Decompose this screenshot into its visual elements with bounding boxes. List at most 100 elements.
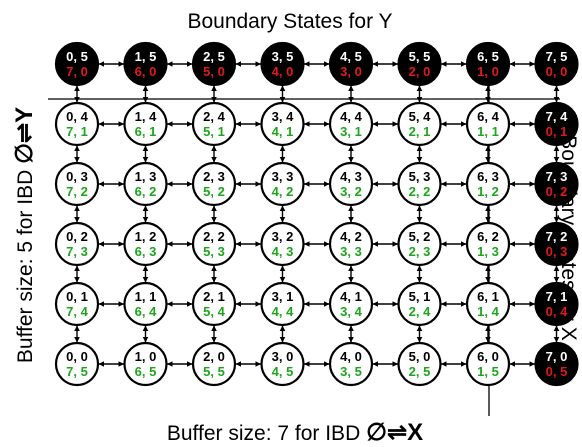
state-buffer-text: 2, 2 — [409, 184, 431, 199]
state-node-7-5: 7, 50, 0 — [536, 43, 578, 85]
top-boundary-label: Boundary States for Y — [187, 10, 392, 33]
state-buffer-text: 4, 4 — [272, 304, 294, 319]
state-node-1-1: 1, 16, 4 — [125, 283, 167, 325]
state-node-2-3: 2, 35, 2 — [193, 163, 235, 205]
state-node-4-2: 4, 23, 3 — [330, 223, 372, 265]
state-node-4-1: 4, 13, 4 — [330, 283, 372, 325]
state-buffer-text: 1, 3 — [477, 244, 499, 259]
state-xy-text: 2, 4 — [203, 109, 225, 124]
state-buffer-text: 7, 5 — [66, 364, 88, 379]
state-xy-text: 3, 3 — [272, 169, 294, 184]
state-buffer-text: 1, 5 — [477, 364, 499, 379]
state-xy-text: 0, 1 — [66, 289, 88, 304]
state-buffer-text: 0, 5 — [546, 364, 568, 379]
state-node-1-5: 1, 56, 0 — [125, 43, 167, 85]
left-buffer-label: Buffer size: 5 for IBD ∅⇌Y — [11, 107, 38, 363]
state-buffer-text: 0, 1 — [546, 124, 568, 139]
state-node-1-2: 1, 26, 3 — [125, 223, 167, 265]
state-xy-text: 3, 0 — [272, 349, 294, 364]
state-xy-text: 3, 5 — [272, 49, 294, 64]
state-buffer-text: 1, 2 — [477, 184, 499, 199]
state-xy-text: 0, 3 — [66, 169, 88, 184]
state-xy-text: 0, 0 — [66, 349, 88, 364]
state-buffer-text: 7, 3 — [66, 244, 88, 259]
state-xy-text: 4, 1 — [340, 289, 362, 304]
state-xy-text: 7, 2 — [546, 229, 568, 244]
state-xy-text: 5, 0 — [409, 349, 431, 364]
state-node-1-0: 1, 06, 5 — [125, 343, 167, 385]
state-xy-text: 6, 2 — [477, 229, 499, 244]
state-buffer-text: 4, 1 — [272, 124, 294, 139]
state-xy-text: 2, 0 — [203, 349, 225, 364]
state-xy-text: 6, 4 — [477, 109, 499, 124]
state-node-2-1: 2, 15, 4 — [193, 283, 235, 325]
state-node-0-0: 0, 07, 5 — [56, 343, 98, 385]
state-xy-text: 0, 4 — [66, 109, 88, 124]
state-buffer-text: 7, 2 — [66, 184, 88, 199]
state-xy-text: 1, 1 — [135, 289, 157, 304]
state-node-6-0: 6, 01, 5 — [467, 343, 509, 385]
state-buffer-text: 6, 1 — [135, 124, 157, 139]
bottom-buffer-label: Buffer size: 7 for IBD ∅⇌X — [167, 419, 423, 446]
state-xy-text: 5, 5 — [409, 49, 431, 64]
state-buffer-text: 0, 4 — [546, 304, 568, 319]
state-xy-text: 1, 0 — [135, 349, 157, 364]
state-xy-text: 3, 1 — [272, 289, 294, 304]
state-xy-text: 4, 0 — [340, 349, 362, 364]
state-node-2-5: 2, 55, 0 — [193, 43, 235, 85]
state-node-7-4: 7, 40, 1 — [536, 103, 578, 145]
state-xy-text: 6, 3 — [477, 169, 499, 184]
state-node-0-4: 0, 47, 1 — [56, 103, 98, 145]
state-buffer-text: 0, 3 — [546, 244, 568, 259]
state-xy-text: 0, 5 — [66, 49, 88, 64]
state-buffer-text: 4, 0 — [272, 64, 294, 79]
state-xy-text: 2, 2 — [203, 229, 225, 244]
state-node-5-4: 5, 42, 1 — [399, 103, 441, 145]
state-node-3-4: 3, 44, 1 — [262, 103, 304, 145]
state-xy-text: 6, 0 — [477, 349, 499, 364]
state-buffer-text: 5, 4 — [203, 304, 225, 319]
state-xy-text: 3, 2 — [272, 229, 294, 244]
state-xy-text: 4, 5 — [340, 49, 362, 64]
state-node-5-1: 5, 12, 4 — [399, 283, 441, 325]
state-node-0-5: 0, 57, 0 — [56, 43, 98, 85]
state-buffer-text: 3, 3 — [340, 244, 362, 259]
state-buffer-text: 4, 5 — [272, 364, 294, 379]
state-xy-text: 7, 4 — [546, 109, 568, 124]
state-node-5-2: 5, 22, 3 — [399, 223, 441, 265]
state-node-5-3: 5, 32, 2 — [399, 163, 441, 205]
state-buffer-text: 3, 2 — [340, 184, 362, 199]
state-xy-text: 4, 2 — [340, 229, 362, 244]
state-xy-text: 5, 3 — [409, 169, 431, 184]
state-node-4-4: 4, 43, 1 — [330, 103, 372, 145]
state-buffer-text: 6, 3 — [135, 244, 157, 259]
bottom-buffer-text: Buffer size: 7 for IBD — [167, 422, 366, 445]
state-xy-text: 7, 5 — [546, 49, 568, 64]
state-xy-text: 2, 5 — [203, 49, 225, 64]
state-xy-text: 4, 4 — [340, 109, 362, 124]
state-buffer-text: 1, 1 — [477, 124, 499, 139]
state-node-5-5: 5, 52, 0 — [399, 43, 441, 85]
state-buffer-text: 1, 0 — [477, 64, 499, 79]
state-buffer-text: 2, 0 — [409, 64, 431, 79]
state-buffer-text: 5, 0 — [203, 64, 225, 79]
state-node-5-0: 5, 02, 5 — [399, 343, 441, 385]
state-node-3-0: 3, 04, 5 — [262, 343, 304, 385]
state-node-6-2: 6, 21, 3 — [467, 223, 509, 265]
state-xy-text: 2, 1 — [203, 289, 225, 304]
bottom-buffer-symbol: ∅⇌X — [366, 419, 423, 446]
state-node-0-2: 0, 27, 3 — [56, 223, 98, 265]
state-xy-text: 6, 1 — [477, 289, 499, 304]
state-buffer-text: 7, 4 — [66, 304, 88, 319]
state-node-7-1: 7, 10, 4 — [536, 283, 578, 325]
state-node-6-1: 6, 11, 4 — [467, 283, 509, 325]
state-node-2-0: 2, 05, 5 — [193, 343, 235, 385]
state-node-1-4: 1, 46, 1 — [125, 103, 167, 145]
state-buffer-text: 4, 2 — [272, 184, 294, 199]
state-xy-text: 7, 0 — [546, 349, 568, 364]
state-node-4-5: 4, 53, 0 — [330, 43, 372, 85]
state-buffer-text: 6, 5 — [135, 364, 157, 379]
state-buffer-text: 2, 4 — [409, 304, 431, 319]
state-node-4-0: 4, 03, 5 — [330, 343, 372, 385]
